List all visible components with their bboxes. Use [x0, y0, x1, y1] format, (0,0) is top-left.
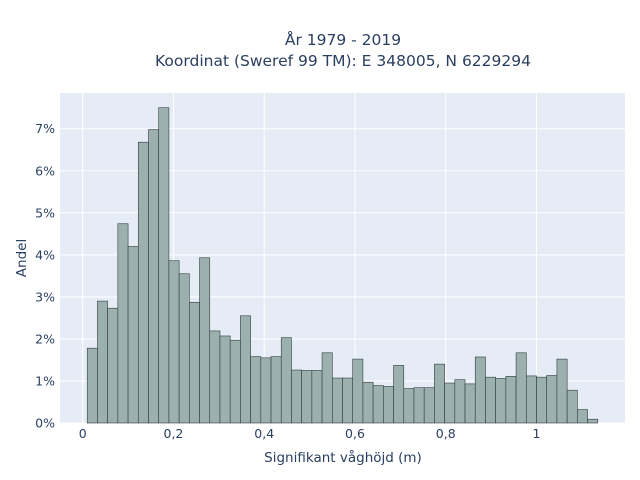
histogram-bar: [86, 347, 98, 424]
x-tick-label: 0,2: [164, 426, 184, 441]
histogram-bar: [352, 358, 364, 424]
x-tick-label: 0,4: [254, 426, 274, 441]
histogram-bar: [577, 409, 588, 424]
histogram-bar: [250, 356, 262, 424]
histogram-bar: [260, 357, 272, 424]
histogram-bar: [331, 377, 343, 424]
chart-title-line1: År 1979 - 2019: [285, 30, 401, 49]
y-tick-label: 5%: [35, 205, 55, 220]
histogram-bar: [321, 352, 333, 424]
histogram-bar: [97, 300, 108, 424]
histogram-bar: [270, 356, 282, 424]
x-axis-ticks: 0 0,2 0,4 0,6 0,8 1: [79, 426, 541, 441]
histogram-bar: [280, 337, 292, 424]
bars: [86, 107, 599, 424]
histogram-bar: [372, 385, 384, 424]
histogram-bar: [127, 246, 139, 424]
histogram-bar: [311, 370, 323, 424]
histogram-bar: [189, 302, 200, 424]
histogram-bar: [495, 378, 507, 424]
histogram-bar: [393, 365, 405, 424]
histogram-bar: [362, 381, 374, 424]
histogram-bar: [383, 386, 394, 424]
histogram-bar: [107, 307, 119, 424]
histogram-bar: [291, 369, 302, 424]
histogram-bar: [546, 375, 558, 424]
histogram-bar: [566, 389, 578, 424]
histogram-bar: [423, 387, 435, 424]
y-tick-label: 2%: [35, 331, 55, 346]
y-tick-label: 1%: [35, 373, 55, 388]
histogram-bar: [240, 315, 251, 424]
y-tick-label: 7%: [35, 121, 55, 136]
histogram-bar: [137, 141, 149, 424]
histogram-bar: [229, 339, 241, 424]
x-tick-label: 0,6: [345, 426, 365, 441]
y-tick-label: 3%: [35, 289, 55, 304]
histogram-bar: [219, 335, 231, 424]
y-tick-label: 0%: [35, 416, 55, 431]
histogram-bar: [587, 418, 599, 424]
histogram-bar: [485, 376, 496, 424]
histogram-bar: [454, 379, 466, 424]
histogram-bar: [148, 129, 160, 424]
histogram-bar: [536, 376, 548, 424]
histogram-bar: [199, 257, 211, 424]
y-axis-title: Andel: [14, 239, 30, 277]
histogram-bar: [505, 376, 517, 424]
histogram-bar: [168, 260, 180, 424]
y-tick-label: 6%: [35, 163, 55, 178]
histogram-bar: [342, 377, 354, 424]
x-tick-label: 0: [79, 426, 87, 441]
histogram-bar: [301, 370, 313, 424]
histogram-bar: [556, 358, 568, 424]
x-tick-label: 1: [533, 426, 541, 441]
histogram-bar: [525, 375, 537, 424]
histogram-bar: [403, 388, 415, 424]
histogram-bar: [515, 352, 527, 424]
histogram-bar: [158, 107, 170, 424]
histogram-bar: [464, 383, 476, 424]
histogram-bar: [474, 356, 486, 424]
y-axis-ticks: 0% 1% 2% 3% 4% 5% 6% 7%: [35, 121, 55, 430]
y-tick-label: 4%: [35, 247, 55, 262]
histogram-bar: [209, 330, 221, 424]
x-tick-label: 0,8: [436, 426, 456, 441]
x-axis-title: Signifikant våghöjd (m): [264, 449, 422, 466]
histogram-bar: [178, 273, 190, 424]
histogram-bar: [444, 382, 456, 424]
chart-title-line2: Koordinat (Sweref 99 TM): E 348005, N 62…: [155, 52, 531, 70]
histogram-bar: [413, 387, 425, 424]
histogram-bar: [117, 223, 129, 424]
histogram-bar: [434, 363, 445, 424]
